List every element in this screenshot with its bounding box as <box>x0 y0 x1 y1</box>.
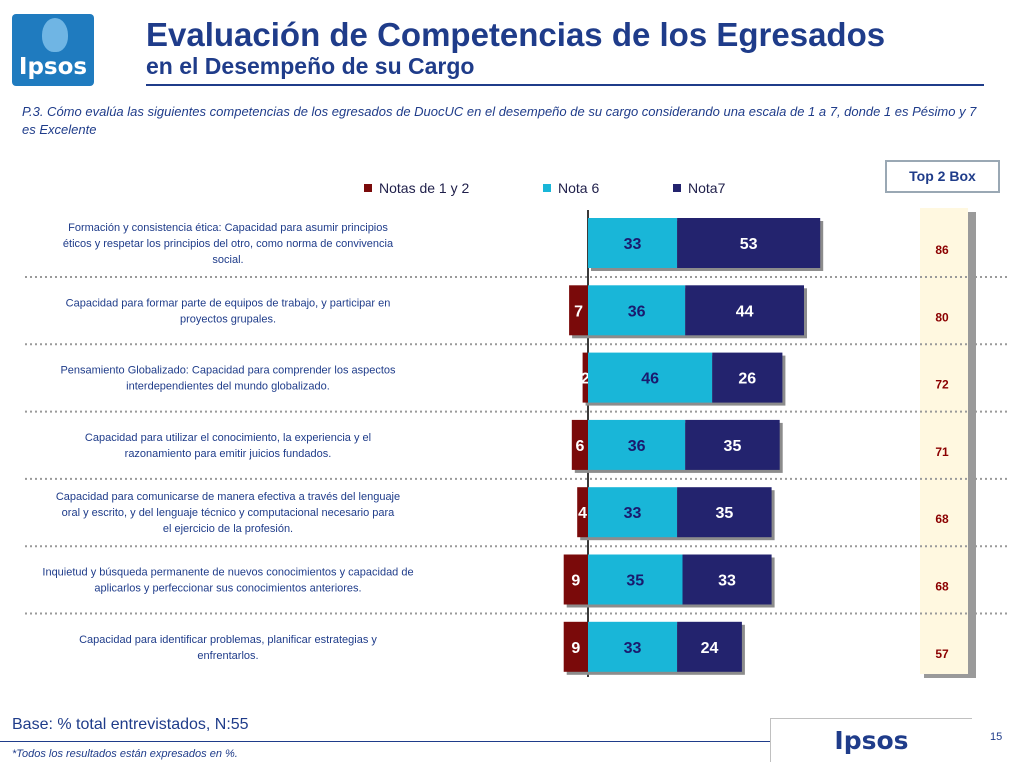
bar-notas-1-2 <box>571 419 588 470</box>
question-text: P.3. Cómo evalúa las siguientes competen… <box>22 104 977 137</box>
category-label: Pensamiento Globalizado: Capacidad para … <box>60 365 396 393</box>
bar-label-nota7: 26 <box>738 371 756 388</box>
legend-label: Nota 6 <box>558 180 600 196</box>
category-label-line: Capacidad para formar parte de equipos d… <box>66 297 391 309</box>
bar-label-notas-1-2: 2 <box>581 371 590 388</box>
bar-label-nota6: 33 <box>624 505 642 522</box>
logo-text: Ipsos <box>18 54 88 80</box>
top2box-band <box>920 208 968 674</box>
bar-nota6 <box>588 419 686 470</box>
bar-label-nota6: 36 <box>628 303 646 320</box>
category-label: Inquietud y búsqueda permanente de nuevo… <box>42 567 413 595</box>
category-label-line: razonamiento para emitir juicios fundado… <box>125 448 332 460</box>
bar-label-notas-1-2: 7 <box>574 303 583 320</box>
category-label: Capacidad para formar parte de equipos d… <box>66 297 391 325</box>
bar-label-nota7: 33 <box>718 573 736 590</box>
bar-nota7 <box>677 487 772 538</box>
category-label-line: Inquietud y búsqueda permanente de nuevo… <box>42 567 413 579</box>
category-label-line: proyectos grupales. <box>180 313 276 325</box>
category-label-line: Pensamiento Globalizado: Capacidad para … <box>60 365 396 377</box>
page-number: 15 <box>990 731 1003 743</box>
bar-nota6 <box>588 352 713 403</box>
bar-nota6 <box>588 487 678 538</box>
bar-nota7 <box>685 285 804 336</box>
ipsos-logo: Ipsos <box>12 14 94 86</box>
top2box-value: 71 <box>935 445 949 459</box>
bar-nota7 <box>677 218 821 268</box>
category-label-line: el ejercicio de la profesión. <box>163 523 293 535</box>
category-label: Formación y consistencia ética: Capacida… <box>63 222 394 266</box>
footer-divider <box>0 741 770 742</box>
base-text: Base: % total entrevistados, N:55 <box>12 716 249 733</box>
category-label-line: enfrentarlos. <box>197 650 258 662</box>
legend-label: Nota7 <box>688 180 726 196</box>
top2box-value: 68 <box>935 512 949 526</box>
bar-label-nota6: 46 <box>641 371 659 388</box>
top2box-header: Top 2 Box <box>885 160 1000 193</box>
legend-swatch-icon <box>673 184 681 192</box>
category-label-line: éticos y respetar los principios del otr… <box>63 238 394 250</box>
bar-nota6 <box>588 621 678 672</box>
bar-notas-1-2 <box>563 621 588 672</box>
category-label-line: Formación y consistencia ética: Capacida… <box>68 222 388 234</box>
category-label: Capacidad para identificar problemas, pl… <box>79 634 377 662</box>
bar-nota6 <box>588 218 678 268</box>
top2box-value: 72 <box>935 378 949 392</box>
bar-label-nota6: 33 <box>624 236 642 253</box>
bar-notas-1-2 <box>563 554 588 605</box>
legend-item-nota7: Nota7 <box>673 180 725 196</box>
legend-item-notas-1-2: Notas de 1 y 2 <box>364 180 469 196</box>
bar-label-nota7: 53 <box>740 236 758 253</box>
bar-label-nota7: 44 <box>736 303 754 320</box>
bar-label-notas-1-2: 4 <box>578 505 587 522</box>
bar-label-nota6: 36 <box>628 438 646 455</box>
bar-label-notas-1-2: 9 <box>571 640 580 657</box>
bar-nota7 <box>685 419 780 470</box>
legend-swatch-icon <box>543 184 551 192</box>
bar-notas-1-2 <box>569 285 588 336</box>
bar-notas-1-2 <box>582 352 588 403</box>
bar-notas-1-2 <box>577 487 588 538</box>
bar-nota7 <box>712 352 783 403</box>
page-subtitle: en el Desempeño de su Cargo <box>146 53 475 79</box>
legend-label: Notas de 1 y 2 <box>379 180 470 196</box>
bar-nota7 <box>677 621 742 672</box>
bar-nota6 <box>588 554 683 605</box>
bar-label-nota7: 35 <box>724 438 742 455</box>
legend-swatch-icon <box>364 184 372 192</box>
bar-nota7 <box>682 554 772 605</box>
bar-label-nota6: 33 <box>624 640 642 657</box>
title-divider <box>146 84 984 86</box>
bar-label-notas-1-2: 9 <box>571 573 580 590</box>
top2box-value: 57 <box>935 647 949 661</box>
category-label: Capacidad para utilizar el conocimiento,… <box>85 432 371 460</box>
category-label-line: Capacidad para utilizar el conocimiento,… <box>85 432 371 444</box>
top2box-value: 86 <box>935 243 949 257</box>
logo-head-icon <box>42 18 68 52</box>
category-label-line: aplicarlos y perfeccionar sus conocimien… <box>94 583 361 595</box>
legend-item-nota6: Nota 6 <box>543 180 599 196</box>
category-label-line: interdependientes del mundo globalizado. <box>126 381 330 393</box>
bar-nota6 <box>588 285 686 336</box>
bar-label-nota7: 35 <box>715 505 733 522</box>
top2box-value: 68 <box>935 580 949 594</box>
category-label-line: social. <box>212 254 243 266</box>
bar-label-nota7: 24 <box>701 640 719 657</box>
category-label-line: Capacidad para identificar problemas, pl… <box>79 634 377 646</box>
page-title: Evaluación de Competencias de los Egresa… <box>146 16 886 53</box>
category-label-line: oral y escrito, y del lenguaje técnico y… <box>62 507 396 519</box>
bar-label-notas-1-2: 6 <box>575 438 584 455</box>
bar-label-nota6: 35 <box>626 573 644 590</box>
category-label-line: Capacidad para comunicarse de manera efe… <box>56 491 400 503</box>
top2box-value: 80 <box>935 310 949 324</box>
footnote: *Todos los resultados están expresados e… <box>12 748 238 760</box>
category-label: Capacidad para comunicarse de manera efe… <box>56 491 400 535</box>
ipsos-marketing-logo: Ipsos Marketing <box>770 718 972 762</box>
